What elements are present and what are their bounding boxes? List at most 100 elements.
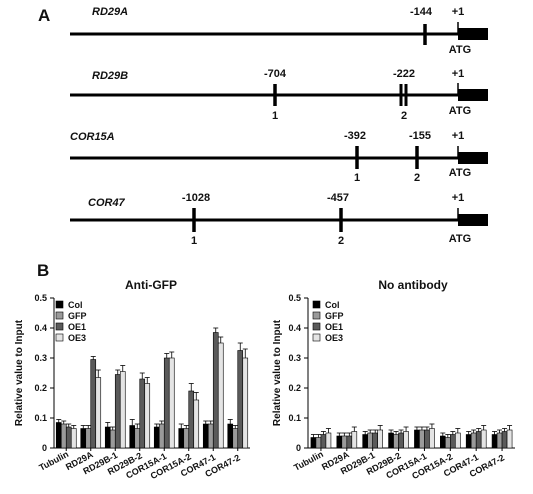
bar-col — [491, 434, 498, 449]
atg-label: ATG — [449, 233, 471, 245]
bar-gfp — [109, 429, 116, 449]
gene-block — [458, 28, 488, 40]
legend-entry: Col — [325, 300, 340, 310]
bar-col — [153, 426, 160, 449]
y-tick-label: 0.1 — [34, 413, 47, 423]
bar-oe3 — [403, 431, 409, 449]
chart-title: Anti-GFP — [125, 278, 177, 292]
bar-gfp — [367, 432, 373, 449]
position-label: -704 — [264, 68, 287, 80]
bar-oe3 — [455, 432, 461, 449]
gene-name: RD29B — [92, 70, 128, 82]
y-tick-label: 0.5 — [34, 293, 47, 303]
position-label: -155 — [409, 130, 431, 142]
legend-swatch — [312, 311, 321, 320]
position-label: -144 — [410, 6, 433, 18]
atg-label: ATG — [449, 44, 471, 56]
bar-col — [310, 437, 317, 449]
gene-name: COR47 — [88, 197, 126, 209]
bar-oe1 — [90, 359, 97, 449]
site-number: 2 — [414, 172, 420, 184]
bar-gfp — [470, 432, 477, 449]
position-label: -1028 — [182, 192, 210, 204]
site-number: 1 — [272, 110, 278, 122]
chart-title: No antibody — [378, 278, 448, 292]
bar-oe3 — [377, 429, 383, 449]
promoter-cor15a: COR15A -392 -155 1 2 +1 ATG — [70, 130, 488, 184]
bar-oe3 — [168, 357, 175, 449]
bar-oe1 — [424, 429, 430, 449]
panel-b-label: B — [37, 261, 49, 280]
gene-block — [458, 152, 488, 164]
legend-swatch — [55, 322, 64, 331]
y-tick-label: 0 — [296, 443, 301, 453]
bar-col — [55, 422, 62, 449]
site-number: 1 — [191, 235, 197, 247]
bar-oe1 — [450, 434, 456, 449]
bar-col — [104, 426, 111, 449]
gene-name: RD29A — [92, 6, 128, 18]
bar-oe3 — [351, 431, 358, 449]
bar-oe3 — [144, 383, 151, 449]
legend-entry: OE1 — [325, 322, 343, 332]
bar-col — [414, 429, 420, 449]
y-tick-label: 0.3 — [288, 353, 301, 363]
legend-entry: OE1 — [68, 322, 86, 332]
bar-oe3 — [217, 342, 224, 449]
chart-no-antibody: No antibody Relative value to Input 0 0.1 0.… — [272, 278, 515, 481]
site-number: 2 — [338, 235, 344, 247]
promoter-cor47: COR47 -1028 -457 1 2 +1 ATG — [70, 192, 488, 247]
bar-oe3 — [70, 428, 77, 449]
bar-oe1 — [501, 431, 508, 449]
bar-oe1 — [398, 432, 404, 449]
legend-entry: OE3 — [68, 333, 86, 343]
y-tick-label: 0.1 — [288, 413, 301, 423]
legend-entry: OE3 — [325, 333, 343, 343]
bar-oe3 — [429, 428, 435, 449]
bar-gfp — [183, 428, 190, 449]
y-axis-label: Relative value to Input — [14, 319, 25, 426]
legend-swatch — [55, 311, 64, 320]
gene-block — [458, 89, 488, 101]
panel-a-label: A — [38, 6, 50, 25]
bar-oe3 — [193, 399, 200, 449]
position-label: -222 — [393, 68, 415, 80]
bar-oe1 — [65, 426, 72, 449]
bar-oe3 — [119, 371, 126, 449]
y-tick-label: 0.5 — [288, 293, 301, 303]
bar-gfp — [315, 437, 322, 449]
tss-label: +1 — [452, 6, 465, 18]
bar-col — [336, 435, 343, 449]
legend-entry: GFP — [325, 311, 344, 321]
promoter-rd29a: RD29A -144 +1 ATG — [70, 6, 488, 56]
bar-oe1 — [237, 350, 244, 449]
bar-gfp — [232, 428, 239, 449]
bar-oe1 — [188, 390, 195, 449]
bar-oe1 — [320, 434, 327, 449]
y-tick-label: 0.4 — [288, 323, 301, 333]
legend-swatch — [55, 300, 64, 309]
bar-oe3 — [325, 432, 332, 449]
legend-swatch — [312, 322, 321, 331]
tss-label: +1 — [452, 68, 465, 80]
bar-col — [80, 428, 87, 449]
bar-gfp — [341, 435, 348, 449]
gene-block — [458, 214, 488, 226]
y-axis-label: Relative value to Input — [272, 319, 283, 426]
tss-label: +1 — [452, 192, 465, 204]
bar-gfp — [419, 429, 425, 449]
bar-oe1 — [346, 435, 353, 449]
legend-swatch — [312, 300, 321, 309]
atg-label: ATG — [449, 167, 471, 179]
bar-oe1 — [372, 432, 378, 449]
bar-col — [227, 423, 234, 449]
bar-col — [178, 428, 185, 449]
bar-col — [440, 435, 446, 449]
legend-entry: GFP — [68, 311, 87, 321]
bar-oe3 — [480, 429, 487, 449]
bar-gfp — [207, 423, 214, 449]
y-tick-label: 0.4 — [34, 323, 47, 333]
bar-col — [129, 425, 136, 449]
